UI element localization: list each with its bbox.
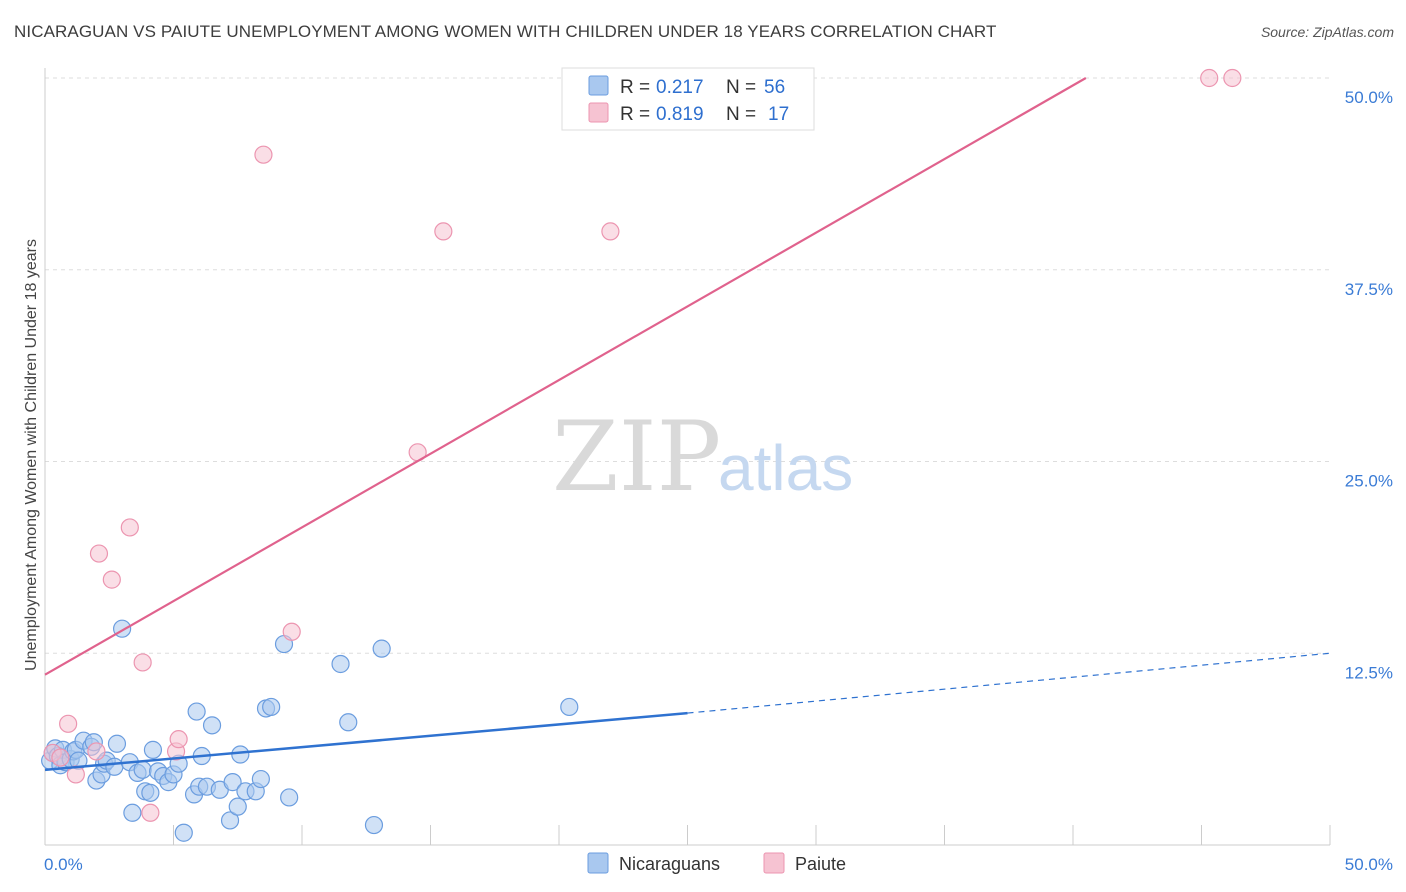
nicaraguans-trend-line <box>44 711 688 772</box>
legend-swatch-paiute <box>588 102 609 123</box>
paiute-point <box>141 803 160 822</box>
legend-n-nicaraguans: 56 <box>764 77 785 98</box>
bottom-legend-nicaraguans: Nicaraguans <box>619 854 720 874</box>
source-label: Source: ZipAtlas.com <box>1260 24 1394 40</box>
legend-r-label: R = <box>620 77 650 98</box>
y-tick-label: 12.5% <box>1345 663 1393 682</box>
paiute-point <box>87 742 106 761</box>
watermark-zip: ZIP <box>552 401 721 513</box>
paiute-point <box>282 622 301 641</box>
bottom-legend-swatch-paiute <box>763 852 785 874</box>
legend-r-paiute: 0.819 <box>656 104 704 125</box>
paiute-point <box>1223 68 1242 88</box>
bottom-legend-swatch-nicaraguans <box>587 852 609 874</box>
nicaraguans-point <box>262 697 281 717</box>
nicaraguans-point <box>223 773 242 792</box>
legend: R = 0.217 N = 56 R = 0.819 N = 17 <box>561 67 815 131</box>
nicaraguans-trend-extension <box>687 652 1331 714</box>
nicaraguans-point <box>143 740 163 759</box>
nicaraguans-point <box>123 803 142 822</box>
nicaraguans-point <box>107 734 127 753</box>
paiute-point <box>89 544 109 563</box>
paiute-points <box>43 68 1242 822</box>
nicaraguans-point <box>220 811 240 830</box>
legend-r-label: R = <box>620 104 650 125</box>
legend-n-paiute: 17 <box>768 104 789 125</box>
paiute-trend-line <box>44 77 1087 676</box>
nicaraguans-point <box>202 716 222 735</box>
legend-swatch-nicaraguans <box>588 75 609 96</box>
grid-lines <box>45 77 1330 654</box>
nicaraguans-point <box>251 769 270 789</box>
tick-labels: 12.5% 25.0% 37.5% 50.0% 0.0% 50.0% <box>44 88 1393 874</box>
paiute-point <box>254 145 273 164</box>
legend-r-nicaraguans: 0.217 <box>656 77 704 98</box>
paiute-point <box>59 714 78 733</box>
nicaraguans-point <box>187 702 206 721</box>
nicaraguans-point <box>560 697 579 717</box>
y-tick-label: 25.0% <box>1345 472 1393 491</box>
bottom-legend: Nicaraguans Paiute <box>587 852 846 874</box>
paiute-point <box>434 222 453 241</box>
paiute-point <box>601 222 620 241</box>
chart-title: NICARAGUAN VS PAIUTE UNEMPLOYMENT AMONG … <box>14 22 997 41</box>
nicaraguans-point <box>133 760 152 779</box>
nicaraguans-point <box>364 815 384 835</box>
nicaraguans-point <box>174 823 193 842</box>
axes <box>44 68 1331 846</box>
paiute-point <box>102 570 121 589</box>
bottom-legend-paiute: Paiute <box>795 854 846 874</box>
y-axis-label: Unemployment Among Women with Children U… <box>23 239 40 671</box>
legend-n-label: N = <box>726 77 756 98</box>
y-tick-label: 37.5% <box>1345 280 1393 299</box>
nicaraguans-point <box>280 788 299 807</box>
nicaraguans-point <box>105 757 124 776</box>
legend-n-label: N = <box>726 104 756 125</box>
x-tick-label: 0.0% <box>44 855 83 874</box>
x-tick-label: 50.0% <box>1345 855 1393 874</box>
watermark-atlas: atlas <box>718 432 853 504</box>
nicaraguans-point <box>141 783 160 802</box>
paiute-point <box>51 748 70 767</box>
watermark: ZIP atlas <box>552 401 853 513</box>
paiute-point <box>133 653 152 672</box>
nicaraguans-point <box>231 745 250 764</box>
nicaraguans-point <box>339 713 358 732</box>
y-tick-label: 50.0% <box>1345 88 1393 107</box>
trend-lines <box>44 77 1331 772</box>
paiute-point <box>1200 68 1219 88</box>
nicaraguans-point <box>331 654 350 674</box>
paiute-point <box>169 730 188 749</box>
nicaraguans-point <box>372 639 391 658</box>
paiute-point <box>120 518 139 537</box>
nicaraguans-point <box>228 797 247 816</box>
